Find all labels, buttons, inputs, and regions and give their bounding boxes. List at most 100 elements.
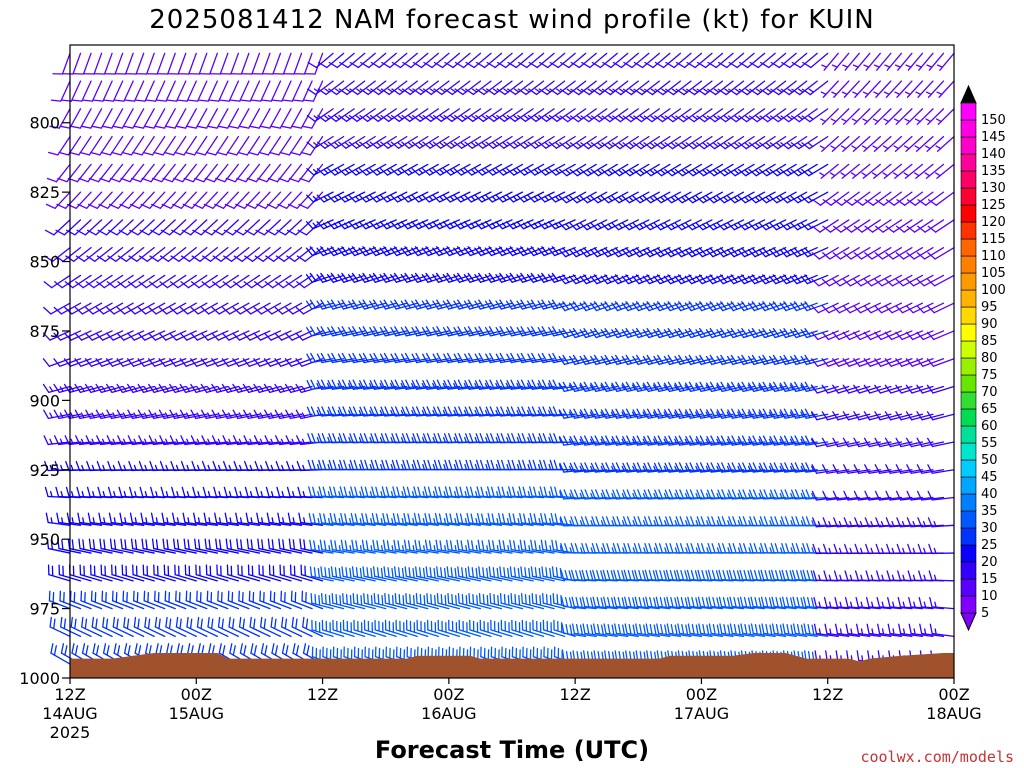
barb-shaft bbox=[620, 52, 639, 69]
barb-flag bbox=[538, 567, 542, 579]
wind-barb bbox=[79, 135, 103, 156]
barb-shaft bbox=[91, 80, 103, 102]
barb-shaft bbox=[260, 80, 271, 102]
barb-flag bbox=[99, 177, 110, 183]
barb-flag bbox=[403, 512, 407, 524]
barb-flag bbox=[478, 566, 481, 577]
barb-half-flag bbox=[460, 142, 466, 147]
barb-shaft bbox=[208, 274, 229, 289]
barb-flag bbox=[603, 623, 607, 635]
barb-shaft bbox=[409, 80, 429, 96]
barb-flag bbox=[393, 539, 397, 551]
wind-barb bbox=[317, 379, 345, 390]
barb-flag bbox=[316, 141, 326, 149]
barb-flag bbox=[117, 435, 123, 446]
barb-flag bbox=[150, 512, 155, 524]
barb-flag bbox=[106, 645, 110, 656]
barb-flag bbox=[313, 540, 316, 551]
barb-flag bbox=[265, 486, 270, 498]
barb-flag bbox=[138, 460, 144, 472]
barb-shaft bbox=[504, 80, 524, 96]
barb-flag bbox=[64, 645, 68, 656]
wind-barb bbox=[216, 564, 240, 582]
wind-barb bbox=[226, 564, 250, 582]
barb-shaft bbox=[133, 626, 155, 638]
barb-flag bbox=[48, 151, 59, 156]
barb-flag bbox=[501, 486, 506, 498]
wind-barb bbox=[338, 135, 366, 149]
barb-flag bbox=[50, 99, 62, 102]
barb-flag bbox=[303, 539, 306, 551]
barb-half-flag bbox=[82, 517, 85, 524]
wind-barb bbox=[112, 616, 134, 638]
wind-barb bbox=[154, 590, 176, 610]
barb-shaft bbox=[230, 52, 240, 75]
barb-flag bbox=[330, 246, 338, 255]
wind-barb bbox=[326, 246, 355, 257]
barb-flag bbox=[429, 567, 432, 578]
wind-barb bbox=[49, 108, 71, 129]
wind-barb bbox=[169, 274, 197, 289]
barb-half-flag bbox=[359, 518, 362, 525]
barb-flag bbox=[320, 379, 327, 390]
barb-shaft bbox=[251, 52, 261, 75]
barb-shaft bbox=[48, 358, 71, 367]
barb-flag bbox=[111, 151, 122, 156]
barb-shaft bbox=[60, 80, 71, 102]
barb-shaft bbox=[249, 330, 271, 341]
barb-shaft bbox=[154, 330, 176, 341]
barb-half-flag bbox=[313, 88, 320, 93]
barb-flag bbox=[381, 486, 386, 497]
barb-flag bbox=[554, 513, 558, 524]
barb-shaft bbox=[149, 191, 166, 209]
barb-shaft bbox=[232, 219, 250, 236]
barb-half-flag bbox=[449, 142, 456, 147]
barb-shaft bbox=[473, 52, 492, 69]
barb-shaft bbox=[146, 247, 166, 262]
barb-flag bbox=[245, 203, 256, 209]
barb-shaft bbox=[90, 600, 113, 610]
barb-shaft bbox=[142, 108, 155, 129]
barb-flag bbox=[552, 592, 555, 604]
barb-flag bbox=[102, 643, 107, 654]
wind-barb bbox=[269, 590, 292, 610]
barb-shaft bbox=[227, 358, 250, 367]
barb-half-flag bbox=[345, 115, 351, 120]
barb-flag bbox=[219, 99, 230, 102]
barb-flag bbox=[324, 593, 327, 605]
barb-flag bbox=[328, 459, 333, 471]
barb-half-flag bbox=[228, 464, 232, 471]
wind-barb bbox=[328, 52, 355, 69]
wind-barb bbox=[222, 409, 250, 420]
barb-flag bbox=[317, 114, 327, 122]
barb-flag bbox=[490, 433, 495, 444]
wind-barb bbox=[95, 330, 124, 341]
barb-flag bbox=[121, 151, 133, 156]
barb-flag bbox=[137, 383, 145, 393]
wind-barb bbox=[297, 486, 324, 499]
barb-flag bbox=[208, 539, 211, 551]
barb-flag bbox=[90, 151, 101, 156]
barb-flag bbox=[243, 435, 249, 446]
barb-shaft bbox=[278, 135, 292, 156]
barb-flag bbox=[554, 486, 558, 498]
barb-flag bbox=[308, 512, 312, 524]
barb-flag bbox=[77, 203, 88, 209]
barb-flag bbox=[194, 177, 205, 183]
barb-half-flag bbox=[133, 464, 137, 471]
barb-shaft bbox=[69, 108, 82, 129]
barb-flag bbox=[424, 512, 428, 524]
barb-half-flag bbox=[259, 386, 264, 392]
wind-barb bbox=[206, 590, 229, 610]
barb-flag bbox=[316, 194, 325, 203]
wind-barb bbox=[191, 247, 218, 262]
wind-barb bbox=[129, 219, 155, 236]
wind-barb bbox=[132, 590, 155, 610]
barb-flag bbox=[479, 459, 485, 471]
barb-half-flag bbox=[365, 195, 371, 201]
wind-barb bbox=[63, 358, 92, 367]
barb-flag bbox=[305, 300, 313, 310]
barb-flag bbox=[223, 486, 228, 498]
barb-half-flag bbox=[70, 438, 74, 445]
wind-barb bbox=[274, 409, 303, 420]
